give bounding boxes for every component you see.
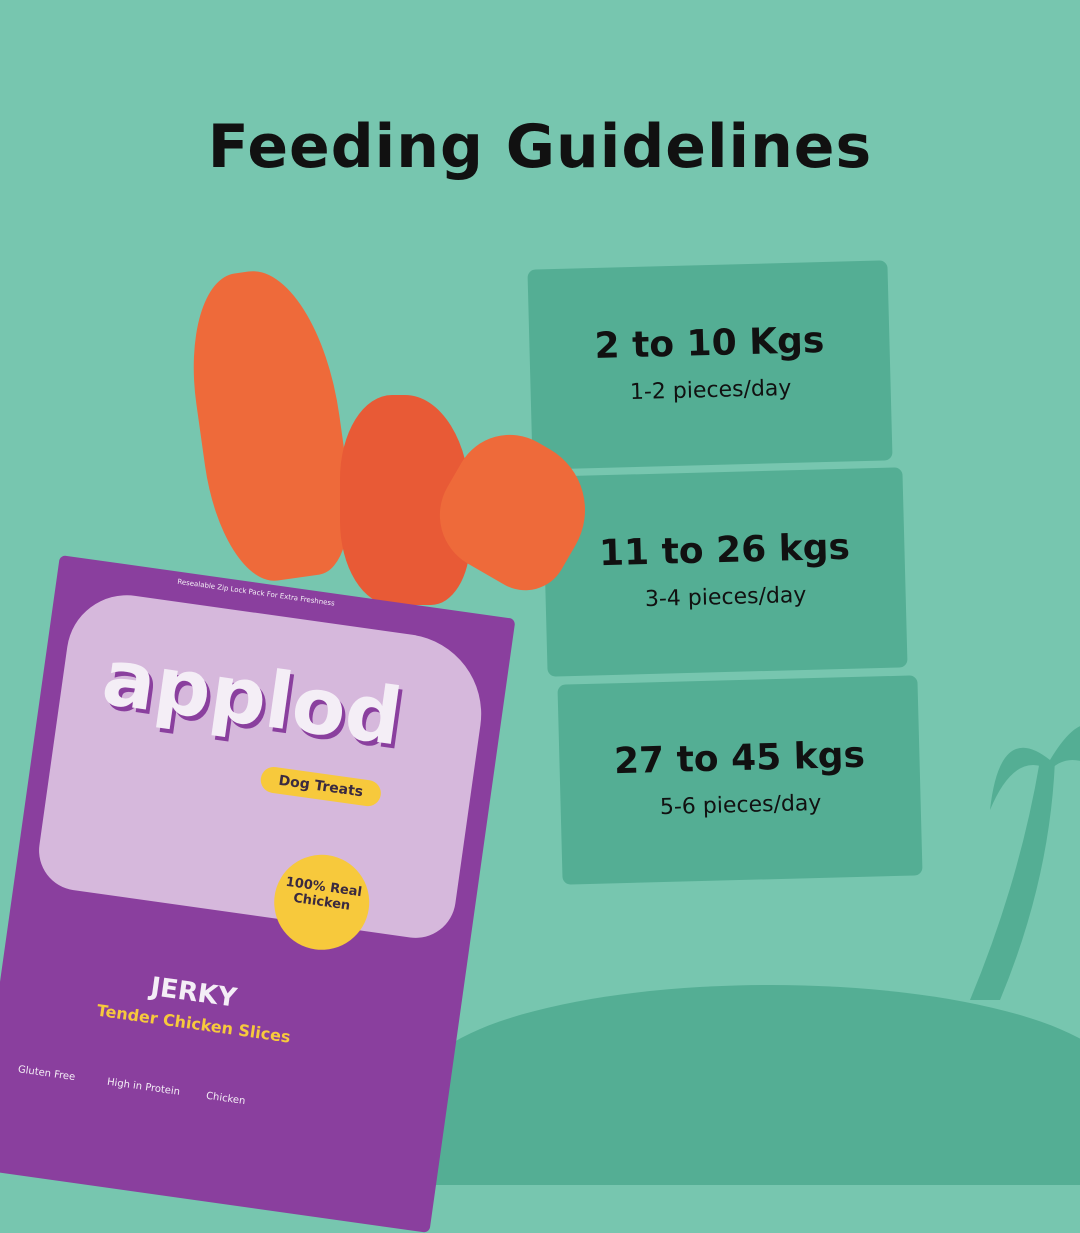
badge-gluten-free: Gluten Free	[17, 1064, 76, 1084]
product-name: JERKY	[148, 971, 239, 1014]
guideline-card: 11 to 26 kgs 3-4 pieces/day	[542, 467, 908, 677]
product-package: Resealable Zip Lock Pack For Extra Fresh…	[0, 555, 516, 1233]
badge-chicken: Chicken	[205, 1090, 247, 1108]
zip-note: Resealable Zip Lock Pack For Extra Fresh…	[176, 577, 336, 608]
jerky-slice	[179, 261, 361, 589]
ground-hill	[420, 985, 1080, 1185]
weight-range: 2 to 10 Kgs	[594, 320, 825, 368]
weight-range: 11 to 26 kgs	[598, 526, 851, 575]
package-cloud	[33, 587, 492, 944]
guideline-card: 2 to 10 Kgs 1-2 pieces/day	[527, 260, 893, 470]
pieces-per-day: 5-6 pieces/day	[659, 790, 822, 821]
weight-range: 27 to 45 kgs	[613, 734, 866, 783]
pieces-per-day: 1-2 pieces/day	[629, 375, 792, 406]
palm-tree-icon	[970, 726, 1080, 1000]
pieces-per-day: 3-4 pieces/day	[644, 582, 807, 613]
page-title: Feeding Guidelines	[207, 112, 873, 182]
guideline-card: 27 to 45 kgs 5-6 pieces/day	[557, 675, 923, 885]
